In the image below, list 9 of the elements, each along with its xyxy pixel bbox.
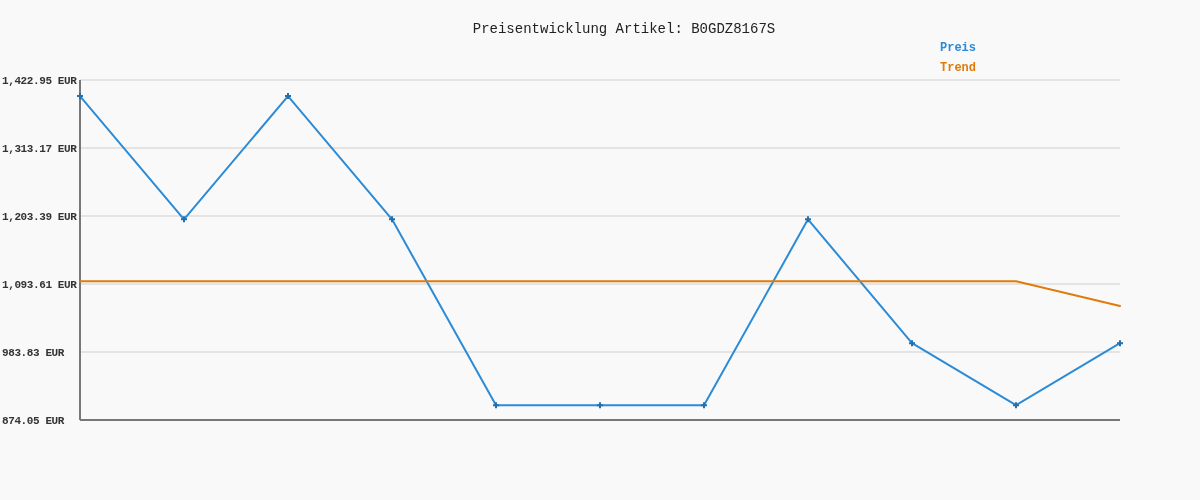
text: Trend — [940, 61, 977, 76]
y-tick-label: 1,093.61 EUR — [2, 278, 78, 291]
text: Preis — [940, 41, 977, 56]
y-tick-label: 1,422.95 EUR — [2, 74, 78, 87]
y-tick-label: 983.83 EUR — [2, 346, 65, 359]
chart-title: Preisentwicklung Artikel: B0GDZ8167S — [472, 21, 776, 37]
y-tick-label: 874.05 EUR — [2, 414, 65, 427]
y-tick-label: 1,203.39 EUR — [2, 210, 78, 223]
y-tick-label: 1,313.17 EUR — [2, 142, 78, 155]
